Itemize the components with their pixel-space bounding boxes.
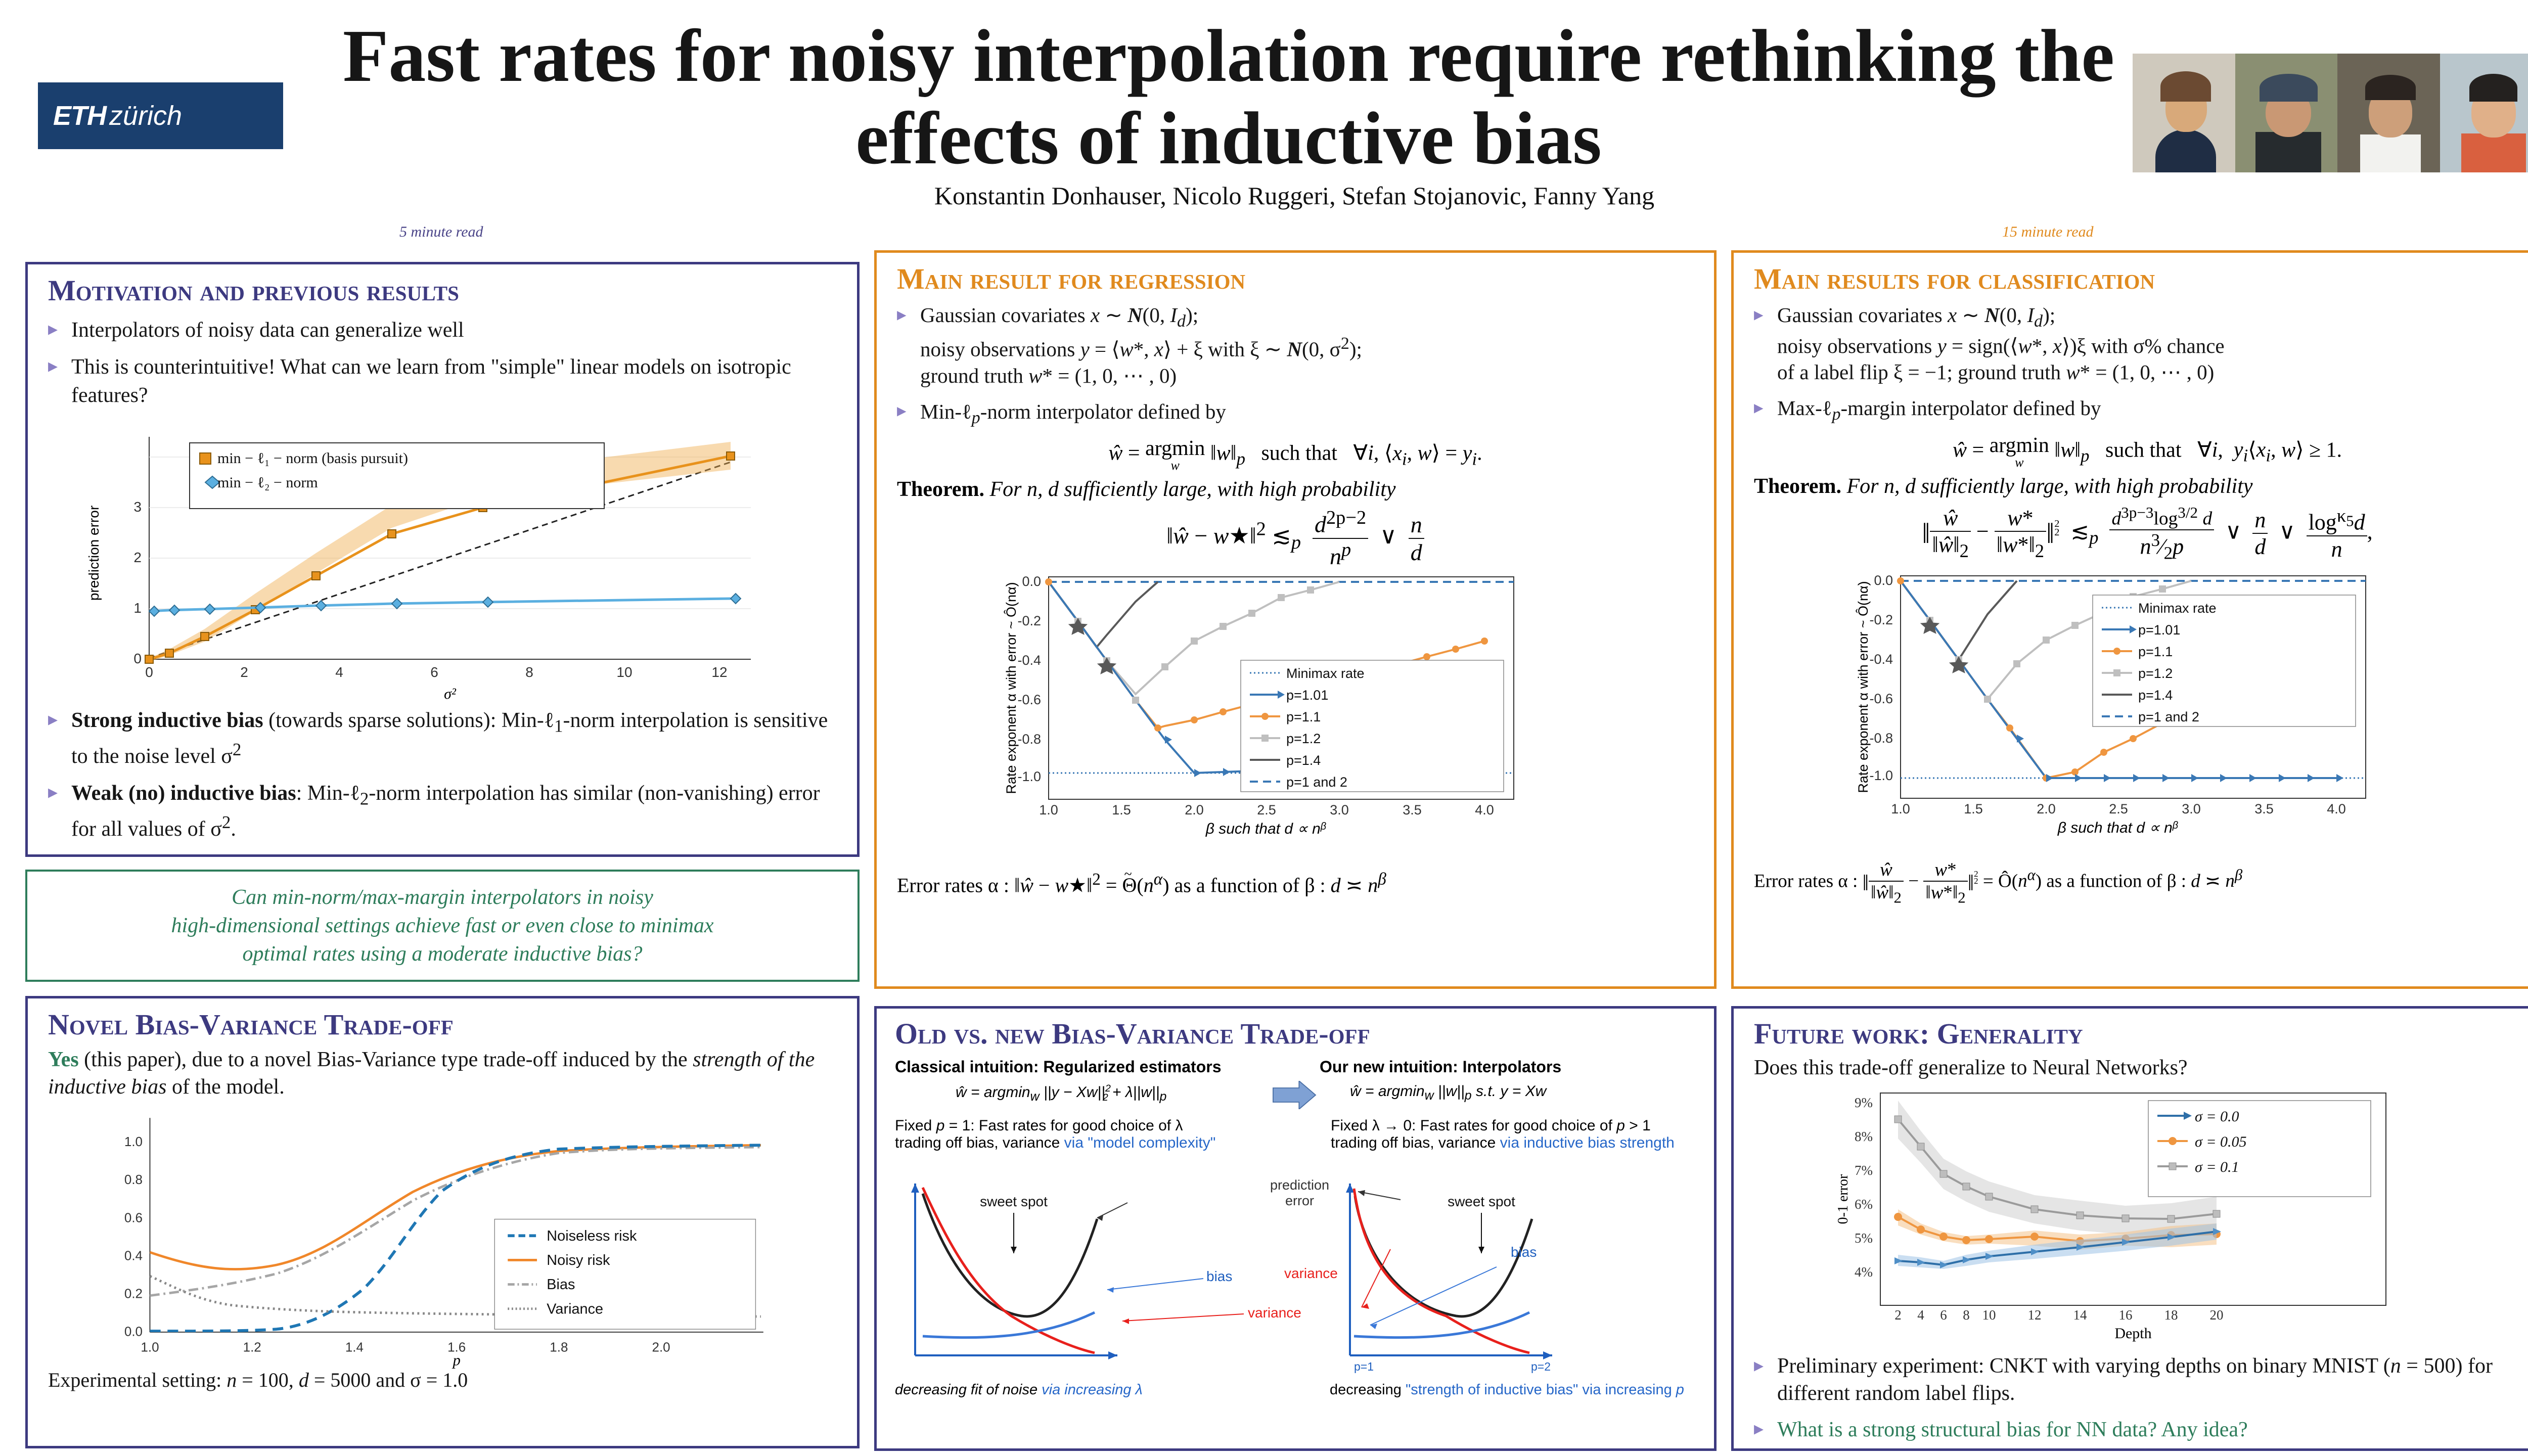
svg-text:p=1 and 2: p=1 and 2: [1286, 775, 1347, 790]
svg-text:2: 2: [1894, 1307, 1902, 1323]
svg-text:0.8: 0.8: [124, 1172, 143, 1187]
svg-text:p=1: p=1: [1354, 1360, 1374, 1373]
svg-text:Variance: Variance: [547, 1301, 603, 1317]
svg-text:Noiseless risk: Noiseless risk: [547, 1227, 637, 1244]
svg-text:12: 12: [711, 664, 727, 680]
svg-text:sweet spot: sweet spot: [1448, 1194, 1515, 1209]
svg-text:1.8: 1.8: [550, 1339, 568, 1354]
svg-text:2.0: 2.0: [2037, 801, 2056, 816]
svg-text:Rate exponent α with error ~ Ô: Rate exponent α with error ~ Ô(nα): [1855, 581, 1871, 793]
svg-text:0.0: 0.0: [1874, 573, 1893, 588]
svg-text:0.0: 0.0: [1022, 574, 1041, 589]
svg-text:1.2: 1.2: [243, 1339, 261, 1354]
svg-text:-1.0: -1.0: [1017, 769, 1041, 784]
svg-text:3: 3: [133, 499, 142, 515]
svg-text:-0.4: -0.4: [1017, 653, 1041, 668]
svg-text:2: 2: [240, 664, 248, 680]
svg-text:3.5: 3.5: [2254, 801, 2274, 816]
svg-text:0: 0: [145, 664, 153, 680]
svg-text:-0.2: -0.2: [1017, 613, 1041, 628]
svg-text:Minimax rate: Minimax rate: [1286, 666, 1365, 681]
svg-text:p: p: [452, 1351, 460, 1369]
svg-text:18: 18: [2164, 1307, 2178, 1323]
svg-text:p=1.2: p=1.2: [1286, 731, 1321, 746]
svg-text:3.5: 3.5: [1403, 802, 1422, 817]
svg-text:Depth: Depth: [2114, 1325, 2151, 1342]
svg-text:0.0: 0.0: [124, 1324, 143, 1339]
svg-text:min − ℓ₁ − norm (basis pursuit: min − ℓ₁ − norm (basis pursuit): [217, 450, 408, 467]
svg-text:4.0: 4.0: [2327, 801, 2346, 816]
svg-text:10: 10: [616, 664, 632, 680]
svg-text:3.0: 3.0: [2182, 801, 2201, 816]
svg-text:4%: 4%: [1855, 1264, 1873, 1280]
svg-text:2.5: 2.5: [1257, 802, 1276, 817]
svg-text:p=1.01: p=1.01: [2138, 622, 2180, 638]
svg-text:Noisy risk: Noisy risk: [547, 1252, 610, 1268]
svg-text:2: 2: [133, 550, 142, 565]
svg-text:20: 20: [2210, 1307, 2224, 1323]
svg-text:1.0: 1.0: [1039, 802, 1058, 817]
svg-text:1.0: 1.0: [124, 1134, 143, 1149]
svg-text:p=2: p=2: [1531, 1360, 1551, 1373]
svg-text:Bias: Bias: [547, 1277, 575, 1293]
svg-text:5%: 5%: [1855, 1231, 1873, 1246]
svg-text:p=1.4: p=1.4: [2138, 688, 2173, 703]
svg-text:p=1.01: p=1.01: [1286, 688, 1328, 703]
svg-text:Minimax rate: Minimax rate: [2138, 601, 2217, 616]
svg-text:2.0: 2.0: [652, 1339, 670, 1354]
svg-text:10: 10: [1982, 1307, 1996, 1323]
svg-text:β such that d ∝ nβ: β such that d ∝ nβ: [1205, 821, 1326, 837]
svg-text:4.0: 4.0: [1475, 802, 1494, 817]
svg-text:6: 6: [430, 664, 438, 680]
svg-text:0: 0: [133, 651, 142, 666]
svg-text:p=1.4: p=1.4: [1286, 753, 1321, 768]
svg-text:2.0: 2.0: [1185, 802, 1204, 817]
svg-text:min − ℓ₂ − norm: min − ℓ₂ − norm: [217, 474, 318, 491]
svg-text:-0.6: -0.6: [1017, 692, 1041, 707]
svg-text:6: 6: [1940, 1307, 1947, 1323]
svg-text:0.4: 0.4: [124, 1248, 143, 1263]
svg-text:-0.8: -0.8: [1017, 732, 1041, 747]
svg-text:1.0: 1.0: [141, 1339, 159, 1354]
svg-text:2.5: 2.5: [2109, 801, 2128, 816]
svg-text:p=1.2: p=1.2: [2138, 666, 2173, 681]
svg-text:8%: 8%: [1855, 1129, 1873, 1144]
svg-text:1.0: 1.0: [1891, 801, 1910, 816]
svg-text:sweet spot: sweet spot: [980, 1194, 1048, 1209]
svg-text:-0.6: -0.6: [1869, 691, 1893, 706]
svg-text:p=1 and 2: p=1 and 2: [2138, 709, 2199, 724]
svg-text:0.2: 0.2: [124, 1286, 143, 1301]
svg-text:β such that d ∝ nβ: β such that d ∝ nβ: [2057, 820, 2178, 836]
svg-text:0.6: 0.6: [124, 1210, 143, 1225]
svg-text:8: 8: [1963, 1307, 1970, 1323]
svg-text:4: 4: [335, 664, 343, 680]
svg-text:σ = 0.0: σ = 0.0: [2195, 1108, 2239, 1125]
svg-text:σ = 0.1: σ = 0.1: [2195, 1159, 2239, 1175]
svg-text:6%: 6%: [1855, 1197, 1873, 1212]
svg-text:12: 12: [2028, 1307, 2042, 1323]
svg-text:1: 1: [133, 600, 142, 616]
svg-text:prediction error: prediction error: [86, 506, 102, 601]
svg-text:16: 16: [2119, 1307, 2133, 1323]
svg-text:3.0: 3.0: [1330, 802, 1349, 817]
svg-text:1.5: 1.5: [1112, 802, 1131, 817]
svg-text:Rate exponent α with error ~ Ô: Rate exponent α with error ~ Ô(nα): [1003, 582, 1019, 794]
svg-text:-1.0: -1.0: [1869, 768, 1893, 783]
svg-text:σ²: σ²: [444, 686, 457, 702]
svg-text:p=1.1: p=1.1: [1286, 709, 1321, 724]
svg-text:-0.4: -0.4: [1869, 652, 1893, 667]
svg-text:p=1.1: p=1.1: [2138, 644, 2173, 659]
svg-text:4: 4: [1917, 1307, 1924, 1323]
svg-text:14: 14: [2073, 1307, 2088, 1323]
svg-text:1.4: 1.4: [345, 1339, 364, 1354]
svg-text:8: 8: [525, 664, 533, 680]
svg-text:0-1 error: 0-1 error: [1835, 1174, 1851, 1224]
svg-text:-0.2: -0.2: [1869, 612, 1893, 627]
svg-text:9%: 9%: [1855, 1095, 1873, 1110]
svg-text:7%: 7%: [1855, 1163, 1873, 1178]
svg-text:1.5: 1.5: [1964, 801, 1983, 816]
svg-text:-0.8: -0.8: [1869, 731, 1893, 746]
svg-text:σ = 0.05: σ = 0.05: [2195, 1133, 2247, 1150]
